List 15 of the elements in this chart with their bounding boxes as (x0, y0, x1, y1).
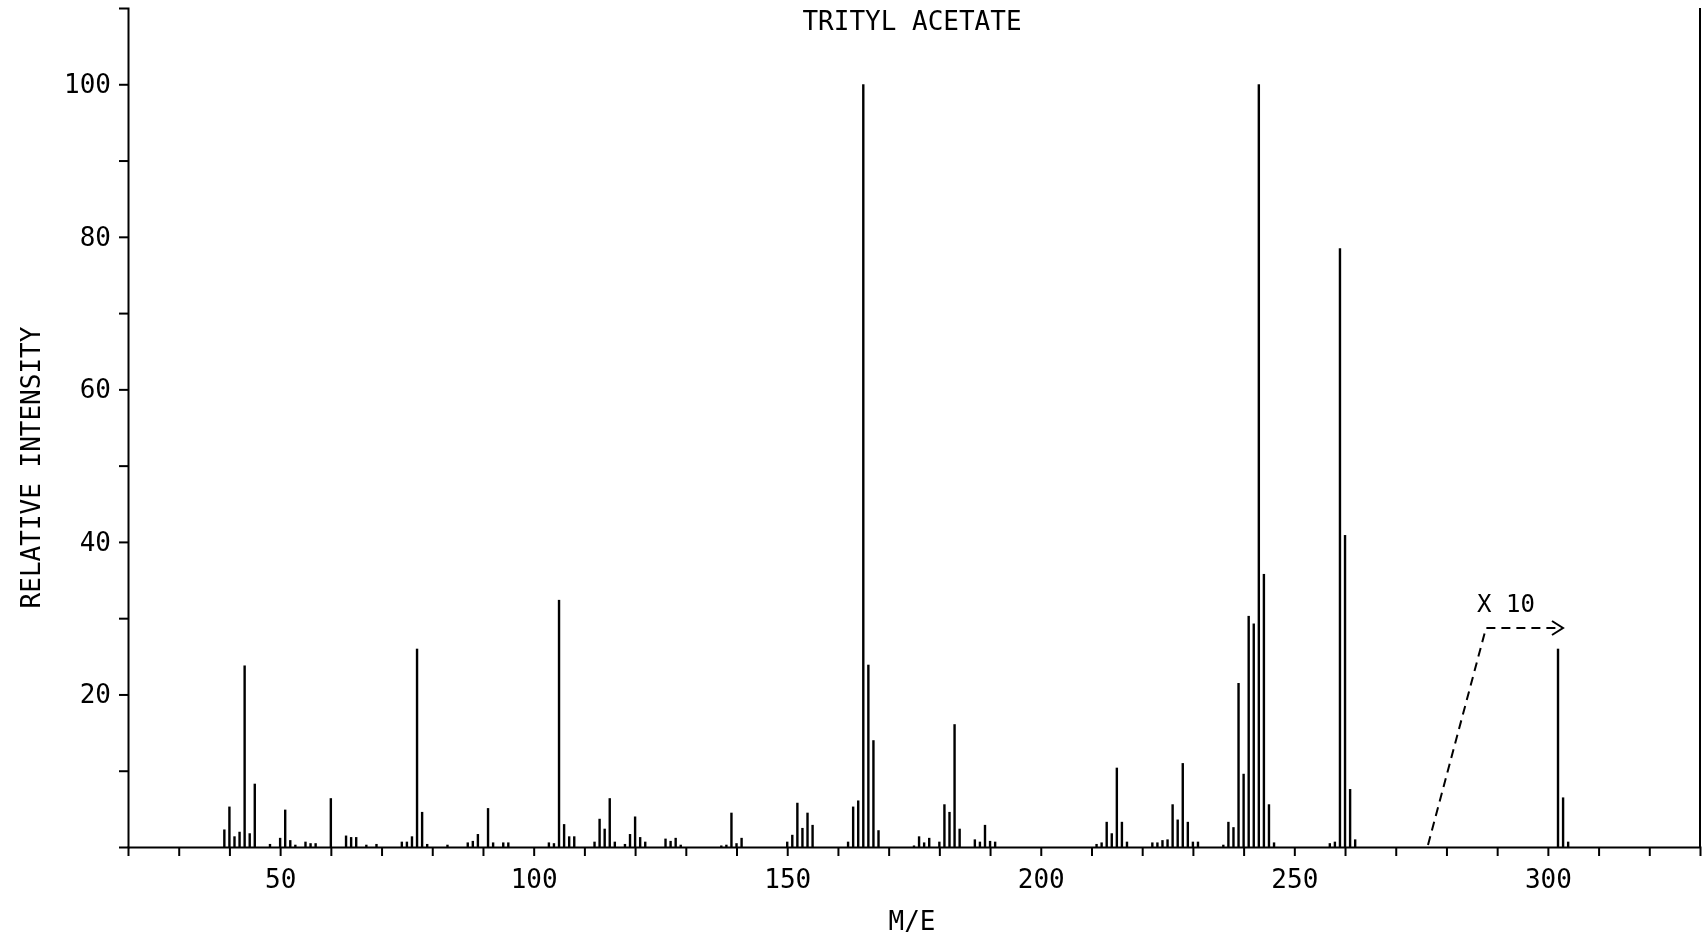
x-tick-label: 300 (1524, 864, 1572, 895)
x-axis-title: M/E (888, 906, 936, 936)
annotation: X 10 (1477, 590, 1535, 618)
y-tick-label: 20 (79, 679, 111, 710)
x-tick-label: 150 (764, 864, 812, 895)
x-tick-label: 250 (1271, 864, 1319, 895)
x-tick-label: 100 (510, 864, 558, 895)
y-tick-label: 40 (79, 526, 111, 557)
chart-title: TRITYL ACETATE (802, 6, 1022, 36)
y-tick-label: 80 (79, 221, 111, 252)
x-tick-label: 50 (264, 864, 297, 895)
y-axis-title: RELATIVE INTENSITY (16, 326, 46, 609)
x-tick-label: 200 (1017, 864, 1065, 895)
y-tick-label: 60 (79, 374, 111, 405)
y-tick-label: 100 (64, 69, 111, 100)
